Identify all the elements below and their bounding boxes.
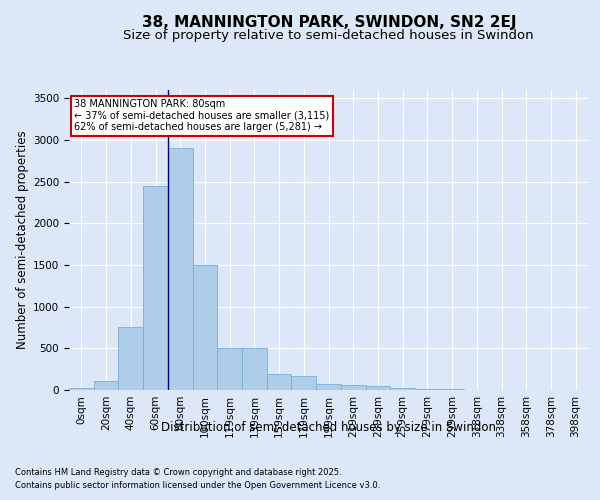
Bar: [94, 381, 118, 390]
Bar: [415, 389, 440, 390]
Bar: [168, 148, 193, 390]
Bar: [341, 385, 365, 390]
Bar: [118, 326, 143, 390]
Text: 38, MANNINGTON PARK, SWINDON, SN2 2EJ: 38, MANNINGTON PARK, SWINDON, SN2 2EJ: [142, 15, 516, 30]
Bar: [365, 386, 390, 390]
Text: 38 MANNINGTON PARK: 80sqm
← 37% of semi-detached houses are smaller (3,115)
62% : 38 MANNINGTON PARK: 80sqm ← 37% of semi-…: [74, 99, 329, 132]
Text: Contains public sector information licensed under the Open Government Licence v3: Contains public sector information licen…: [15, 482, 380, 490]
Bar: [316, 384, 341, 390]
Bar: [217, 348, 242, 390]
Bar: [69, 388, 94, 390]
Text: Size of property relative to semi-detached houses in Swindon: Size of property relative to semi-detach…: [124, 30, 534, 43]
Bar: [390, 388, 415, 390]
Text: Distribution of semi-detached houses by size in Swindon: Distribution of semi-detached houses by …: [161, 421, 496, 434]
Bar: [267, 374, 292, 390]
Bar: [242, 348, 267, 390]
Bar: [292, 376, 316, 390]
Bar: [193, 265, 217, 390]
Bar: [143, 186, 168, 390]
Text: Contains HM Land Registry data © Crown copyright and database right 2025.: Contains HM Land Registry data © Crown c…: [15, 468, 341, 477]
Y-axis label: Number of semi-detached properties: Number of semi-detached properties: [16, 130, 29, 350]
